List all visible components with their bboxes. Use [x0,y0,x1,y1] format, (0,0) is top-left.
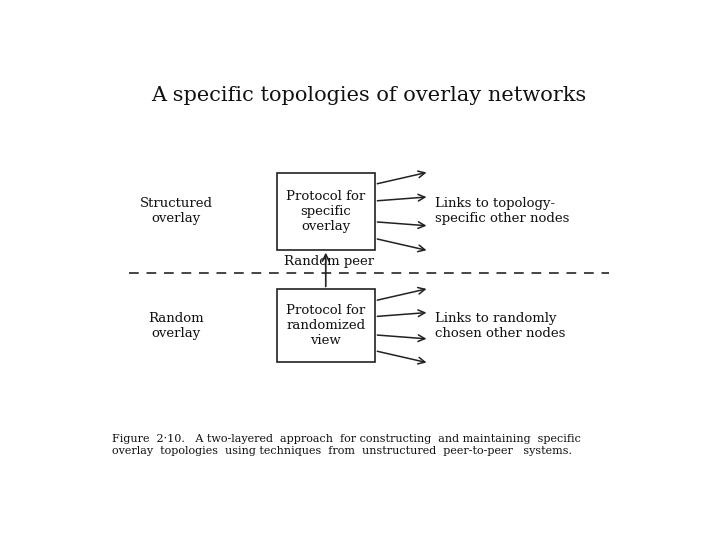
Text: Links to topology-
specific other nodes: Links to topology- specific other nodes [435,197,570,225]
Text: Protocol for
specific
overlay: Protocol for specific overlay [286,190,365,233]
Text: Structured
overlay: Structured overlay [140,197,213,225]
Text: A specific topologies of overlay networks: A specific topologies of overlay network… [151,86,587,105]
Text: Links to randomly
chosen other nodes: Links to randomly chosen other nodes [435,312,565,340]
Text: Random
overlay: Random overlay [148,312,204,340]
Text: Random peer: Random peer [284,255,374,268]
Text: Protocol for
randomized
view: Protocol for randomized view [286,304,365,347]
Text: Figure  2·10.   A two-layered  approach  for constructing  and maintaining  spec: Figure 2·10. A two-layered approach for … [112,435,581,456]
Bar [277,173,374,250]
Bar [277,289,374,362]
